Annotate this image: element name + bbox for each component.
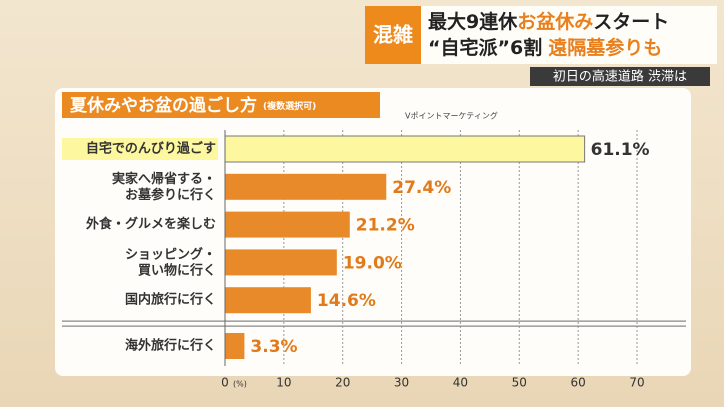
x-tick-label: 30 <box>394 376 409 390</box>
value-label: 61.1% <box>591 140 650 160</box>
y-tick-label: 外食・グルメを楽しむ <box>85 216 216 232</box>
x-tick-label: 20 <box>335 376 350 390</box>
bar <box>225 333 245 359</box>
ticker-box <box>530 67 710 86</box>
y-tick-label: 国内旅行に行く <box>125 292 216 308</box>
bar <box>225 211 350 238</box>
bar <box>224 135 586 163</box>
x-tick-label: 40 <box>453 376 468 390</box>
value-label: 3.3% <box>250 337 297 357</box>
y-tick-label: ショッピング・買い物に行く <box>125 246 216 278</box>
bar <box>225 249 337 276</box>
banner-line2: “自宅派”6割 遠隔墓参りも <box>428 36 662 59</box>
category-highlight <box>62 138 218 160</box>
banner-tag-box <box>365 6 421 64</box>
banner-line1: 最大9連休お盆休みスタート <box>428 10 669 33</box>
banner-text: スタート <box>593 11 669 33</box>
x-tick-label: 60 <box>571 376 586 390</box>
subtitle: (複数選択可) <box>263 100 316 112</box>
y-tick-label: 自宅でのんびり過ごす <box>86 141 216 157</box>
source: Vポイントマーケティング <box>405 111 498 121</box>
title-bar <box>62 92 380 118</box>
banner-box <box>421 6 717 64</box>
plot: 0 10 20 30 40 50 60 70 (%) 自宅でのんびり過ごす 61.1% 実家へ帰省する… <box>62 130 686 390</box>
value-label: 14.6% <box>317 291 376 311</box>
value-label: 21.2% <box>356 216 415 236</box>
x-tick-label: 10 <box>276 376 291 390</box>
banner-text: 遠隔墓参りも <box>548 36 662 59</box>
banner-text: 最大9連休 <box>428 10 518 33</box>
x-unit: (%) <box>233 380 247 389</box>
x-tick-label: 0 <box>221 376 229 390</box>
chart-title: 夏休みやお盆の過ごし方 (複数選択可) <box>70 95 316 116</box>
bar <box>225 287 311 314</box>
value-label: 27.4% <box>392 178 451 198</box>
x-tick-label: 70 <box>629 376 644 390</box>
banner-text: “自宅派”6割 <box>428 36 542 59</box>
banner-tag: 混雑 <box>373 23 413 47</box>
value-label: 19.0% <box>343 253 402 273</box>
y-tick-label: 実家へ帰省する・お墓参りに行く <box>112 170 216 202</box>
x-tick-label: 50 <box>512 376 527 390</box>
y-tick-label: 海外旅行に行く <box>125 338 216 354</box>
banner-text: お盆休み <box>517 10 593 33</box>
title-text: 夏休みやお盆の過ごし方 <box>70 95 257 116</box>
bar <box>225 173 387 200</box>
ticker: 初日の高速道路 渋滞は <box>553 69 687 85</box>
